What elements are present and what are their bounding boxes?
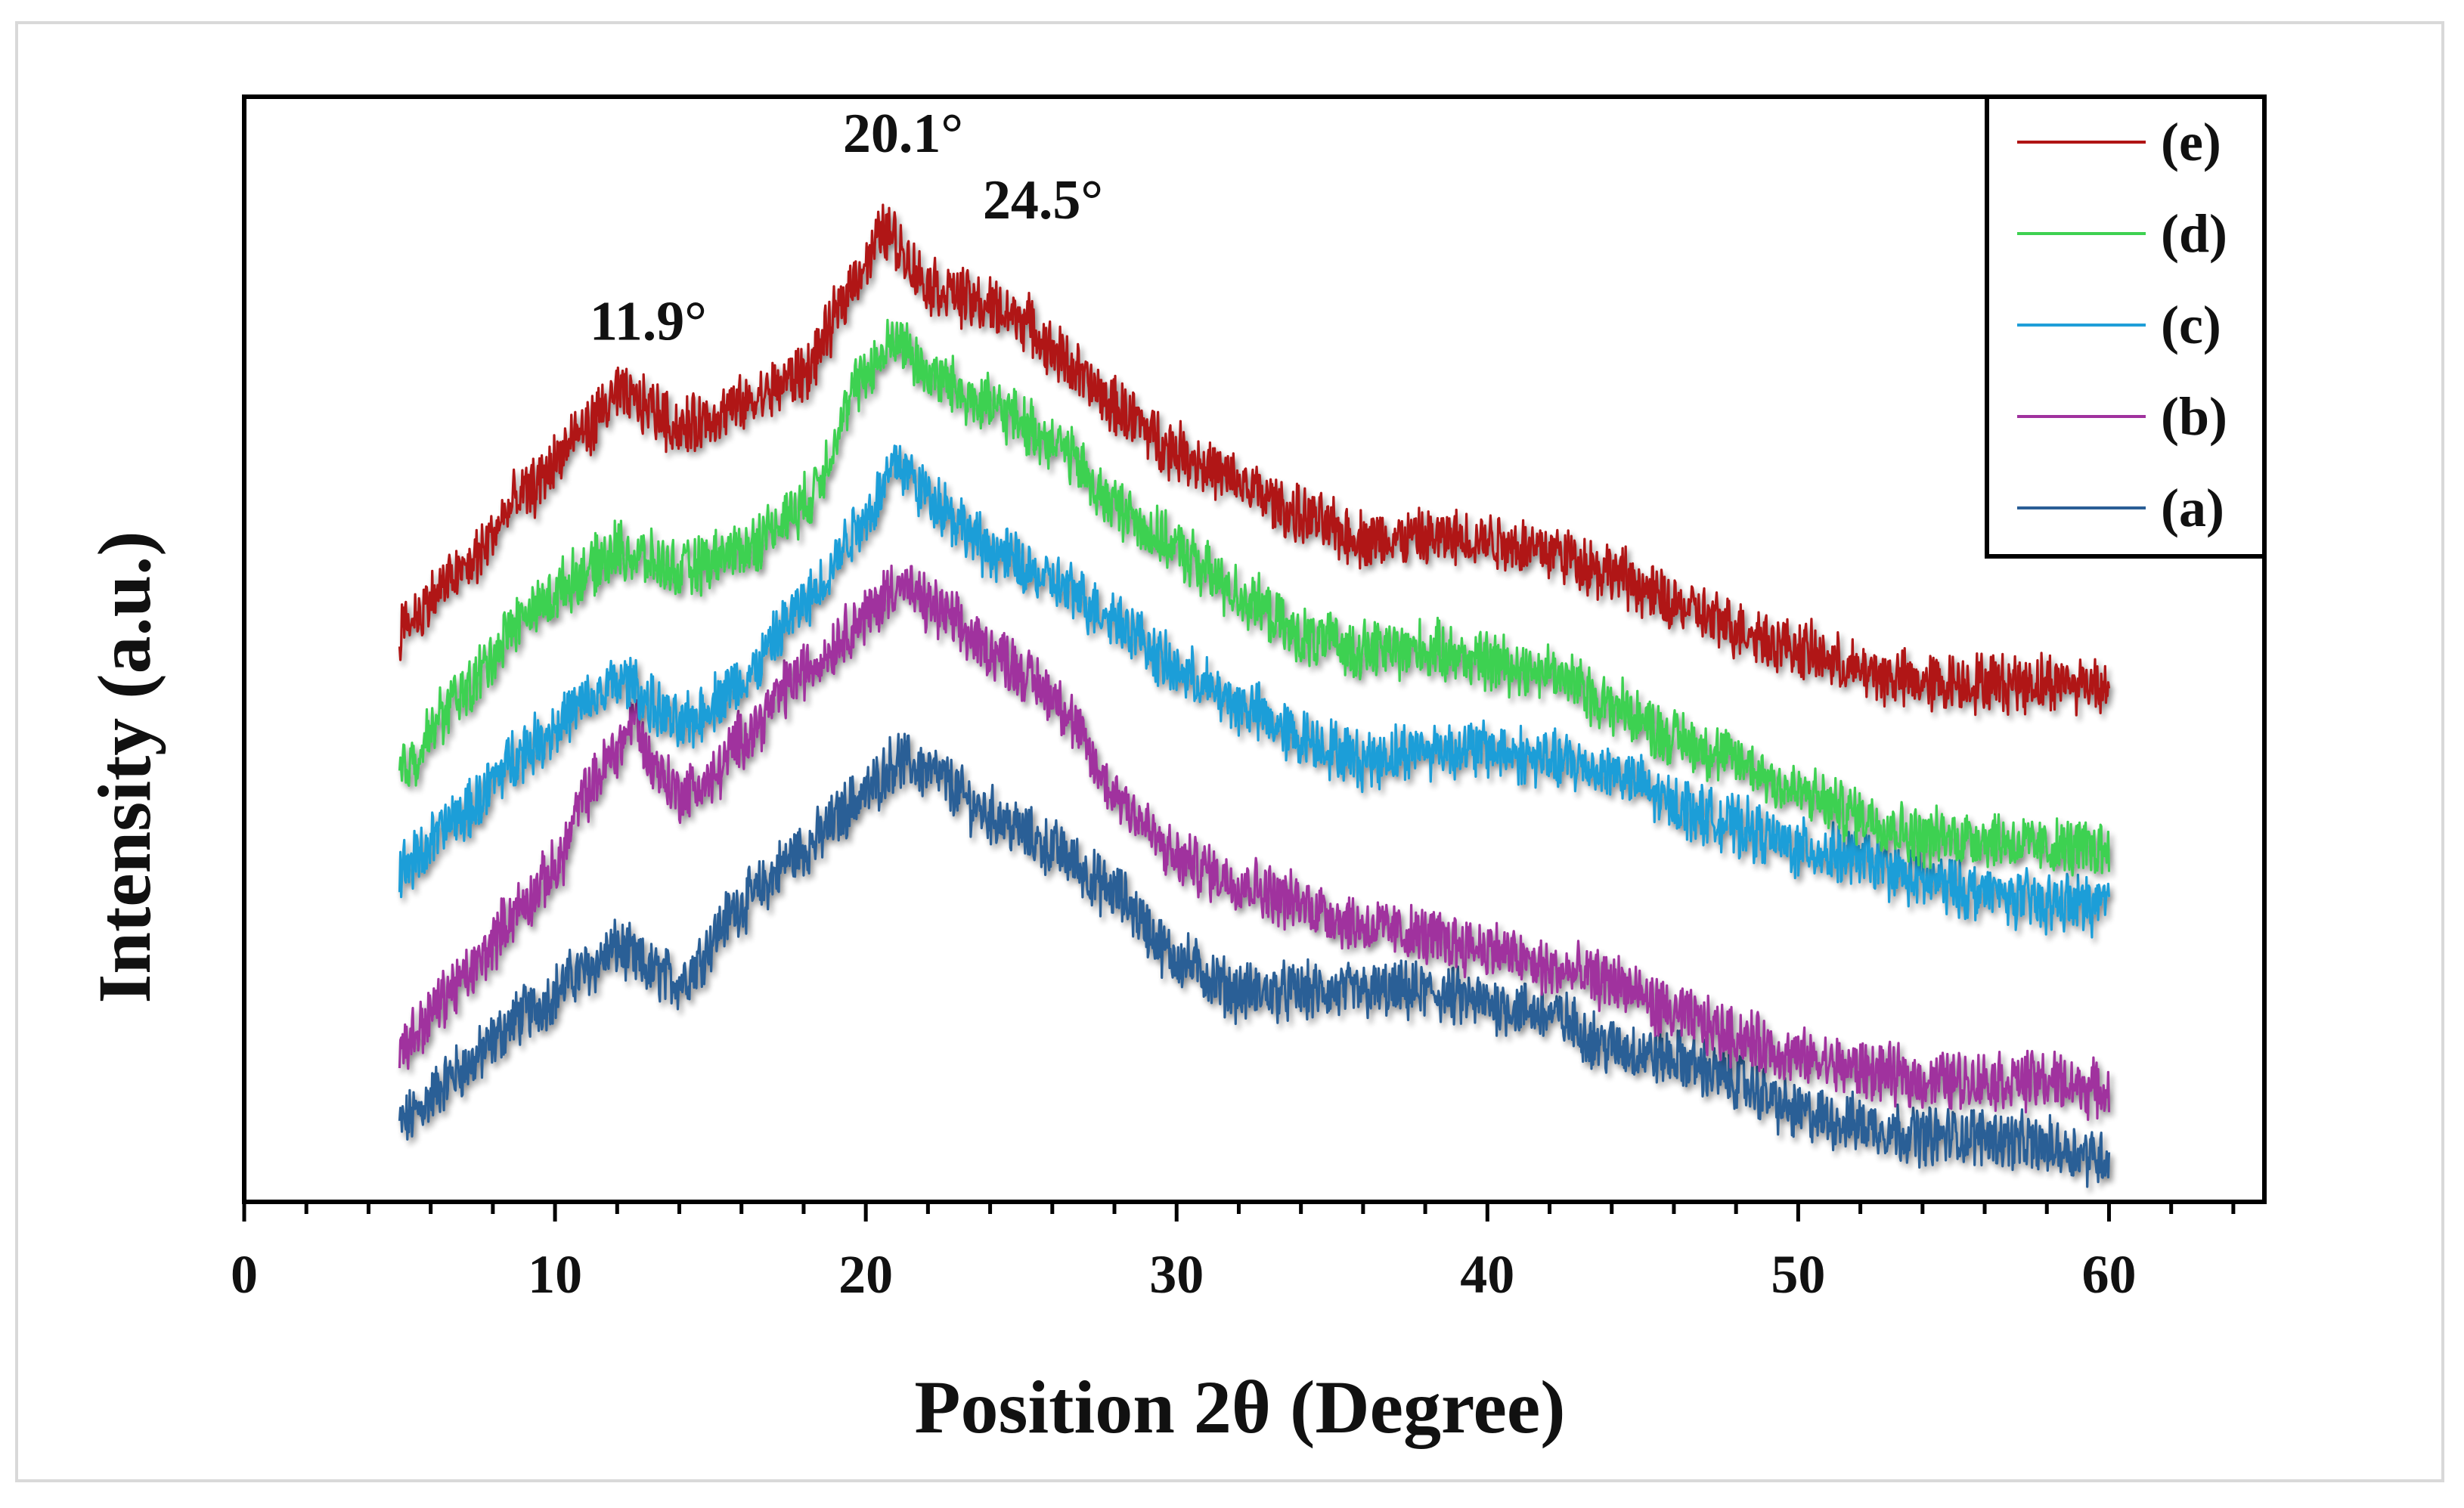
series-layer — [398, 203, 2111, 1188]
x-axis: 0 10 20 30 40 50 60 — [231, 1202, 2236, 1305]
x-tick-label: 30 — [1149, 1244, 1204, 1305]
x-tick-label: 50 — [1771, 1244, 1825, 1305]
x-tick-label: 20 — [838, 1244, 893, 1305]
peak-annotations: 11.9° 20.1° 24.5° — [590, 103, 1103, 353]
plot-area — [242, 94, 2267, 1204]
legend-label: (b) — [2161, 386, 2227, 447]
legend-label: (c) — [2161, 295, 2221, 355]
series-line-d — [398, 318, 2111, 877]
legend-label: (a) — [2161, 478, 2224, 538]
peak-label: 11.9° — [590, 291, 707, 353]
series-line-b — [398, 564, 2111, 1121]
x-tick-label: 10 — [528, 1244, 582, 1305]
x-tick-label: 0 — [231, 1244, 258, 1305]
x-tick-label: 40 — [1460, 1244, 1514, 1305]
legend-label: (e) — [2161, 112, 2221, 172]
legend: (e) (d) (c) (b) (a) — [1985, 94, 2267, 559]
y-axis-title: Intensity (a.u.) — [82, 531, 166, 1003]
series-line-a — [398, 732, 2111, 1188]
x-tick-label: 60 — [2081, 1244, 2136, 1305]
series-line-c — [398, 444, 2111, 939]
series-line-e — [398, 203, 2111, 717]
legend-label: (d) — [2161, 203, 2227, 264]
peak-label: 24.5° — [983, 169, 1103, 231]
peak-label: 20.1° — [843, 103, 963, 165]
x-axis-title: Position 2θ (Degree) — [914, 1365, 1565, 1449]
